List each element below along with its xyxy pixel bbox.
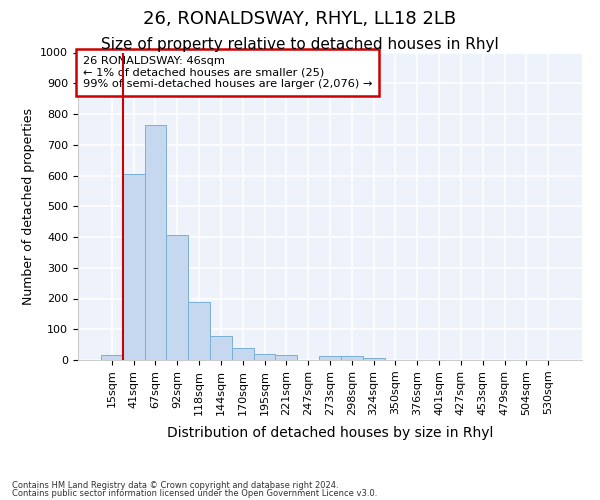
Bar [341, 356, 363, 360]
Bar [166, 236, 188, 360]
Bar [363, 358, 385, 360]
Bar [101, 356, 123, 360]
Text: Contains HM Land Registry data © Crown copyright and database right 2024.: Contains HM Land Registry data © Crown c… [12, 480, 338, 490]
Text: Contains public sector information licensed under the Open Government Licence v3: Contains public sector information licen… [12, 489, 377, 498]
Y-axis label: Number of detached properties: Number of detached properties [22, 108, 35, 304]
Bar [145, 125, 166, 360]
Text: 26, RONALDSWAY, RHYL, LL18 2LB: 26, RONALDSWAY, RHYL, LL18 2LB [143, 10, 457, 28]
Text: 26 RONALDSWAY: 46sqm
← 1% of detached houses are smaller (25)
99% of semi-detach: 26 RONALDSWAY: 46sqm ← 1% of detached ho… [83, 56, 373, 89]
Bar [123, 174, 145, 360]
Bar [275, 355, 297, 360]
Text: Size of property relative to detached houses in Rhyl: Size of property relative to detached ho… [101, 38, 499, 52]
X-axis label: Distribution of detached houses by size in Rhyl: Distribution of detached houses by size … [167, 426, 493, 440]
Bar [319, 356, 341, 360]
Bar [188, 302, 210, 360]
Bar [210, 336, 232, 360]
Bar [254, 354, 275, 360]
Bar [232, 348, 254, 360]
